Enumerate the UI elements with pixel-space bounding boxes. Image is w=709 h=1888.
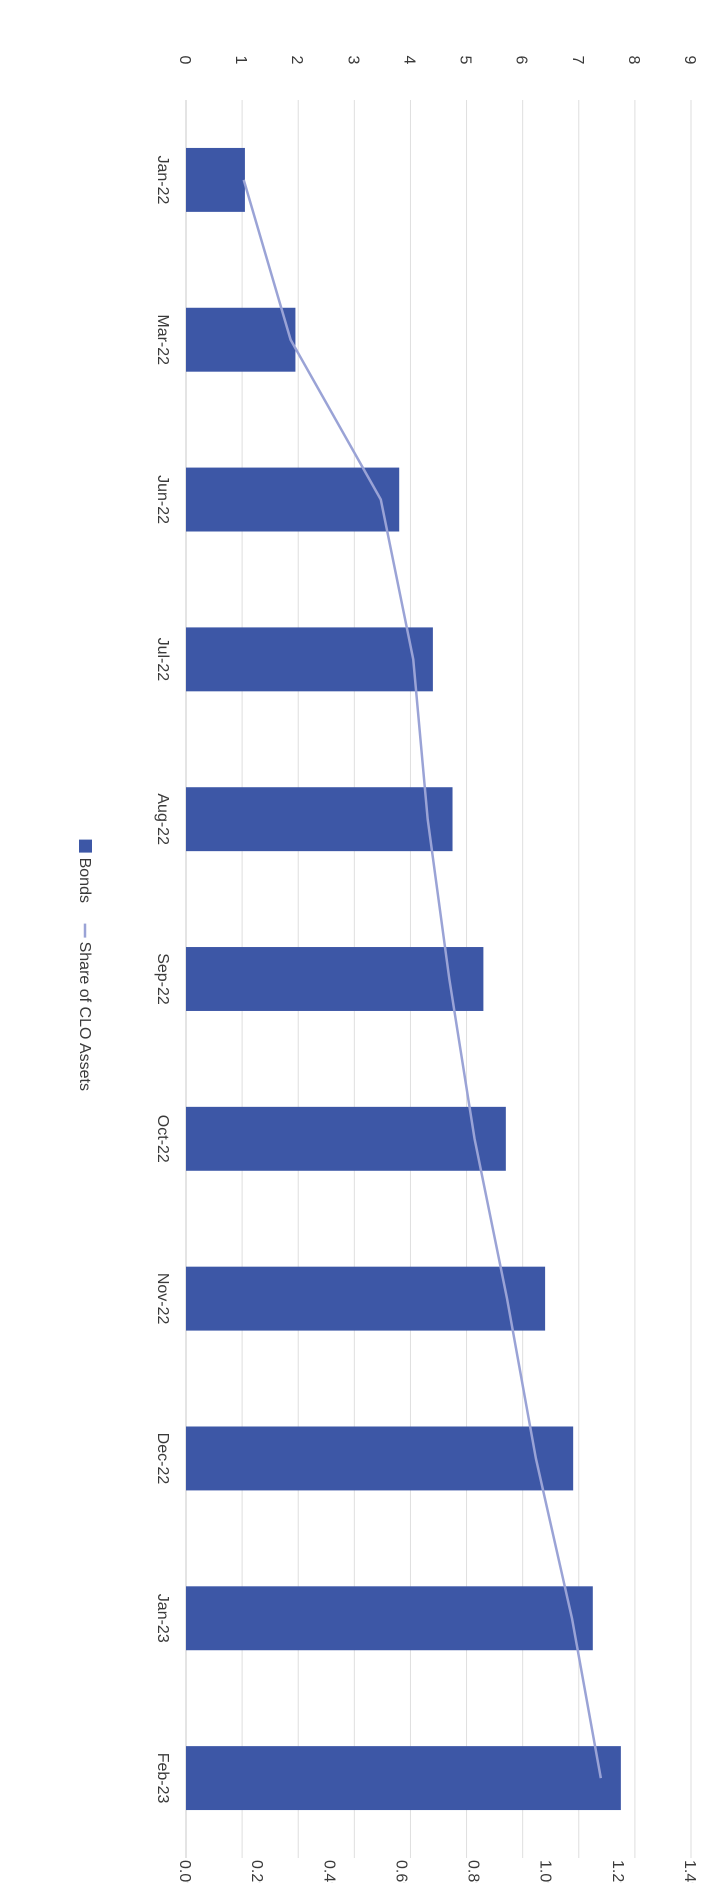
category-label: Nov-22 (154, 1273, 171, 1325)
category-label: Aug-22 (154, 793, 171, 845)
primary-tick-label: 4 (400, 56, 417, 65)
bar (186, 947, 484, 1011)
bar (186, 1746, 621, 1811)
primary-tick-label: 6 (513, 56, 530, 65)
secondary-tick-label: 0.0% (176, 1860, 193, 1883)
secondary-tick-label: 1.2% (609, 1860, 626, 1883)
secondary-tick-label: 0.2% (248, 1860, 265, 1883)
primary-tick-label: 1 (232, 56, 249, 65)
bar (186, 1266, 546, 1331)
secondary-tick-label: 0.8% (465, 1860, 482, 1883)
primary-tick-label: 2 (288, 56, 305, 65)
bar (185, 307, 296, 372)
legend-label: Share of CLO Assets (76, 942, 93, 1091)
category-label: Mar-22 (154, 314, 171, 365)
bar (186, 467, 400, 532)
bar (186, 787, 453, 852)
line-share-of-clo-assets (242, 179, 603, 1779)
bar (185, 1106, 506, 1171)
primary-axis: 0 1 2 3 4 5 6 7 8 9 (176, 56, 698, 65)
category-label: Feb-23 (154, 1753, 171, 1804)
secondary-tick-label: 1.0% (537, 1860, 554, 1883)
legend: Bonds Share of CLO Assets (76, 839, 93, 1091)
category-label: Jun-22 (154, 475, 171, 524)
line-series (242, 179, 603, 1779)
category-axis: Jan-22 Mar-22 Jun-22 Jul-22 Aug-22 Sep-22 Oct-… (154, 155, 171, 1803)
primary-tick-label: 9 (681, 56, 698, 65)
bar (186, 1586, 593, 1651)
category-label: Jan-22 (154, 155, 171, 204)
secondary-tick-label: 1.4% (681, 1860, 698, 1883)
primary-tick-label: 5 (457, 56, 474, 65)
legend-marker-bonds (79, 839, 92, 853)
legend-label: Bonds (76, 858, 93, 903)
category-label: Dec-22 (154, 1433, 171, 1485)
primary-tick-label: 0 (176, 56, 193, 65)
bar (186, 627, 433, 692)
category-label: Sep-22 (154, 953, 171, 1005)
category-label: Oct-22 (154, 1115, 171, 1163)
secondary-tick-label: 0.6% (392, 1860, 409, 1883)
bar (186, 1426, 574, 1491)
primary-tick-label: 8 (625, 56, 642, 65)
bar (185, 147, 245, 212)
category-label: Jan-23 (154, 1594, 171, 1643)
primary-tick-label: 3 (344, 56, 361, 65)
bar-series (185, 147, 621, 1811)
secondary-tick-label: 0.4% (320, 1860, 337, 1883)
category-label: Jul-22 (154, 638, 171, 682)
secondary-axis: 0.0% 0.2% 0.4% 0.6% 0.8% 1.0% 1.2% 1.4% (176, 1860, 698, 1888)
primary-tick-label: 7 (569, 56, 586, 65)
